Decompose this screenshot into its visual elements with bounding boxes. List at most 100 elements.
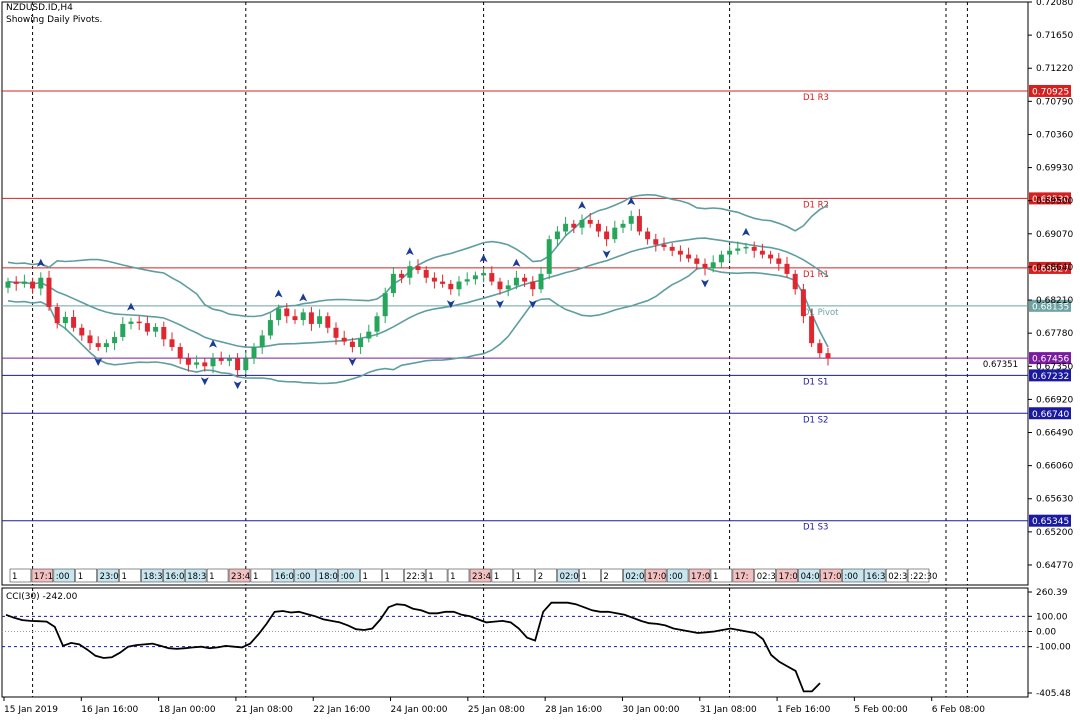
pivot-level-name: D1 R1 <box>803 270 829 280</box>
time-marker-label: 23:45 <box>231 572 256 582</box>
x-tick-label: 24 Jan 00:00 <box>391 705 448 715</box>
time-marker-box <box>294 568 316 583</box>
time-marker-box <box>469 568 492 583</box>
fractal-down-arrow <box>701 279 709 288</box>
pivot-level-name: D1 Pivot <box>803 308 839 318</box>
price-tick-label: 0.69070 <box>1036 230 1073 240</box>
pivot-price-tag <box>1029 407 1071 420</box>
fractal-up-arrow <box>209 339 217 348</box>
candle-body <box>276 308 282 321</box>
time-marker-box <box>382 568 404 583</box>
time-marker-label: 23:45 <box>472 572 497 582</box>
candle-body <box>481 273 487 276</box>
pivot-price-label: 0.66740 <box>1032 410 1069 420</box>
candle-body <box>497 281 503 290</box>
candle-body <box>161 327 167 340</box>
time-marker-label: :00 <box>56 572 70 582</box>
bid-price-label: 0.67351 <box>983 360 1018 370</box>
chart-symbol-title: NZDUSD.ID,H4 <box>6 3 73 13</box>
candle-body <box>645 231 651 240</box>
fractal-up-arrow <box>36 258 45 267</box>
candle-body <box>374 316 380 332</box>
time-marker-label: 22:30 <box>406 572 431 582</box>
time-marker-box <box>360 568 382 583</box>
price-tick-label: 0.68640 <box>1036 263 1073 273</box>
time-marker-label: 17:01 <box>779 572 804 582</box>
candle-body <box>30 281 36 289</box>
time-marker-box <box>557 568 579 583</box>
candle-body <box>153 327 159 332</box>
time-marker-box <box>579 568 601 583</box>
time-marker-box <box>491 568 514 583</box>
candle-body <box>759 250 765 255</box>
candle-body <box>194 362 200 365</box>
time-marker-label: 02:00 <box>560 572 585 582</box>
time-marker-label: 18:30 <box>143 572 168 582</box>
current-price-tag <box>1029 352 1071 365</box>
candles-layer <box>5 209 831 378</box>
time-marker-box <box>842 568 864 583</box>
candle-body <box>317 316 323 324</box>
x-tick-label: 28 Jan 16:00 <box>545 705 602 715</box>
time-marker-label: 2 <box>603 572 608 582</box>
candle-body <box>727 250 733 255</box>
candle-body <box>112 337 118 344</box>
band-lower-line <box>7 266 829 385</box>
candle-body <box>431 277 437 282</box>
time-marker-label: :00 <box>297 572 311 582</box>
fractal-down-arrow <box>94 358 103 367</box>
price-tick-label: 0.69500 <box>1036 197 1073 207</box>
candle-body <box>825 353 831 359</box>
time-marker-box <box>425 568 448 583</box>
time-marker-box <box>776 568 798 583</box>
fractal-up-arrow <box>299 293 308 302</box>
candle-body <box>604 231 610 240</box>
candle-body <box>538 273 544 290</box>
main-panel-frame <box>1 1 1029 586</box>
x-tick-label: 15 Jan 2019 <box>4 705 58 715</box>
candle-body <box>677 250 683 255</box>
x-tick-label: 16 Jan 16:00 <box>81 705 138 715</box>
candle-body <box>218 358 224 361</box>
candle-body <box>456 281 462 290</box>
candle-body <box>21 281 27 284</box>
candle-body <box>300 312 306 321</box>
time-marker-label: 1 <box>362 572 367 582</box>
pivot-price-tag <box>1029 369 1071 382</box>
time-marker-label: 17:19 <box>34 572 59 582</box>
candle-body <box>579 219 585 228</box>
fractal-down-arrow <box>348 358 357 367</box>
price-tick-label: 0.64770 <box>1036 561 1073 571</box>
candle-body <box>661 244 667 247</box>
candle-body <box>46 277 52 307</box>
time-marker-box <box>688 568 711 583</box>
time-marker-box <box>9 568 32 583</box>
candle-body <box>694 258 700 264</box>
time-marker-label: 1 <box>428 572 433 582</box>
candle-body <box>243 358 249 371</box>
price-tick-label: 0.71220 <box>1036 64 1073 74</box>
candle-body <box>136 321 142 324</box>
price-tick-label: 0.71650 <box>1036 31 1073 41</box>
candle-body <box>620 223 626 228</box>
time-marker-label: 17:00 <box>647 572 672 582</box>
x-tick-label: 1 Feb 16:00 <box>777 705 831 715</box>
axes-layer: 0.72080 0.71650 0.71220 0.70790 0.70360 0.699… <box>2 0 1073 715</box>
candle-body <box>800 289 806 317</box>
time-marker-box <box>338 568 360 583</box>
candle-body <box>595 223 601 232</box>
time-marker-label: 16:3 <box>866 572 885 582</box>
candle-body <box>79 327 85 336</box>
candle-body <box>87 335 93 344</box>
cci-tick-label: -405.48 <box>1036 689 1071 699</box>
cci-tick-label: 100.00 <box>1036 612 1068 622</box>
time-marker-label: 02:00 <box>625 572 650 582</box>
candle-body <box>546 239 552 274</box>
fractal-up-arrow <box>274 289 283 298</box>
candle-body <box>710 262 716 269</box>
time-marker-label: :00 <box>669 572 683 582</box>
cci-tick-label: 0.00 <box>1036 627 1056 637</box>
time-marker-box <box>119 568 141 583</box>
